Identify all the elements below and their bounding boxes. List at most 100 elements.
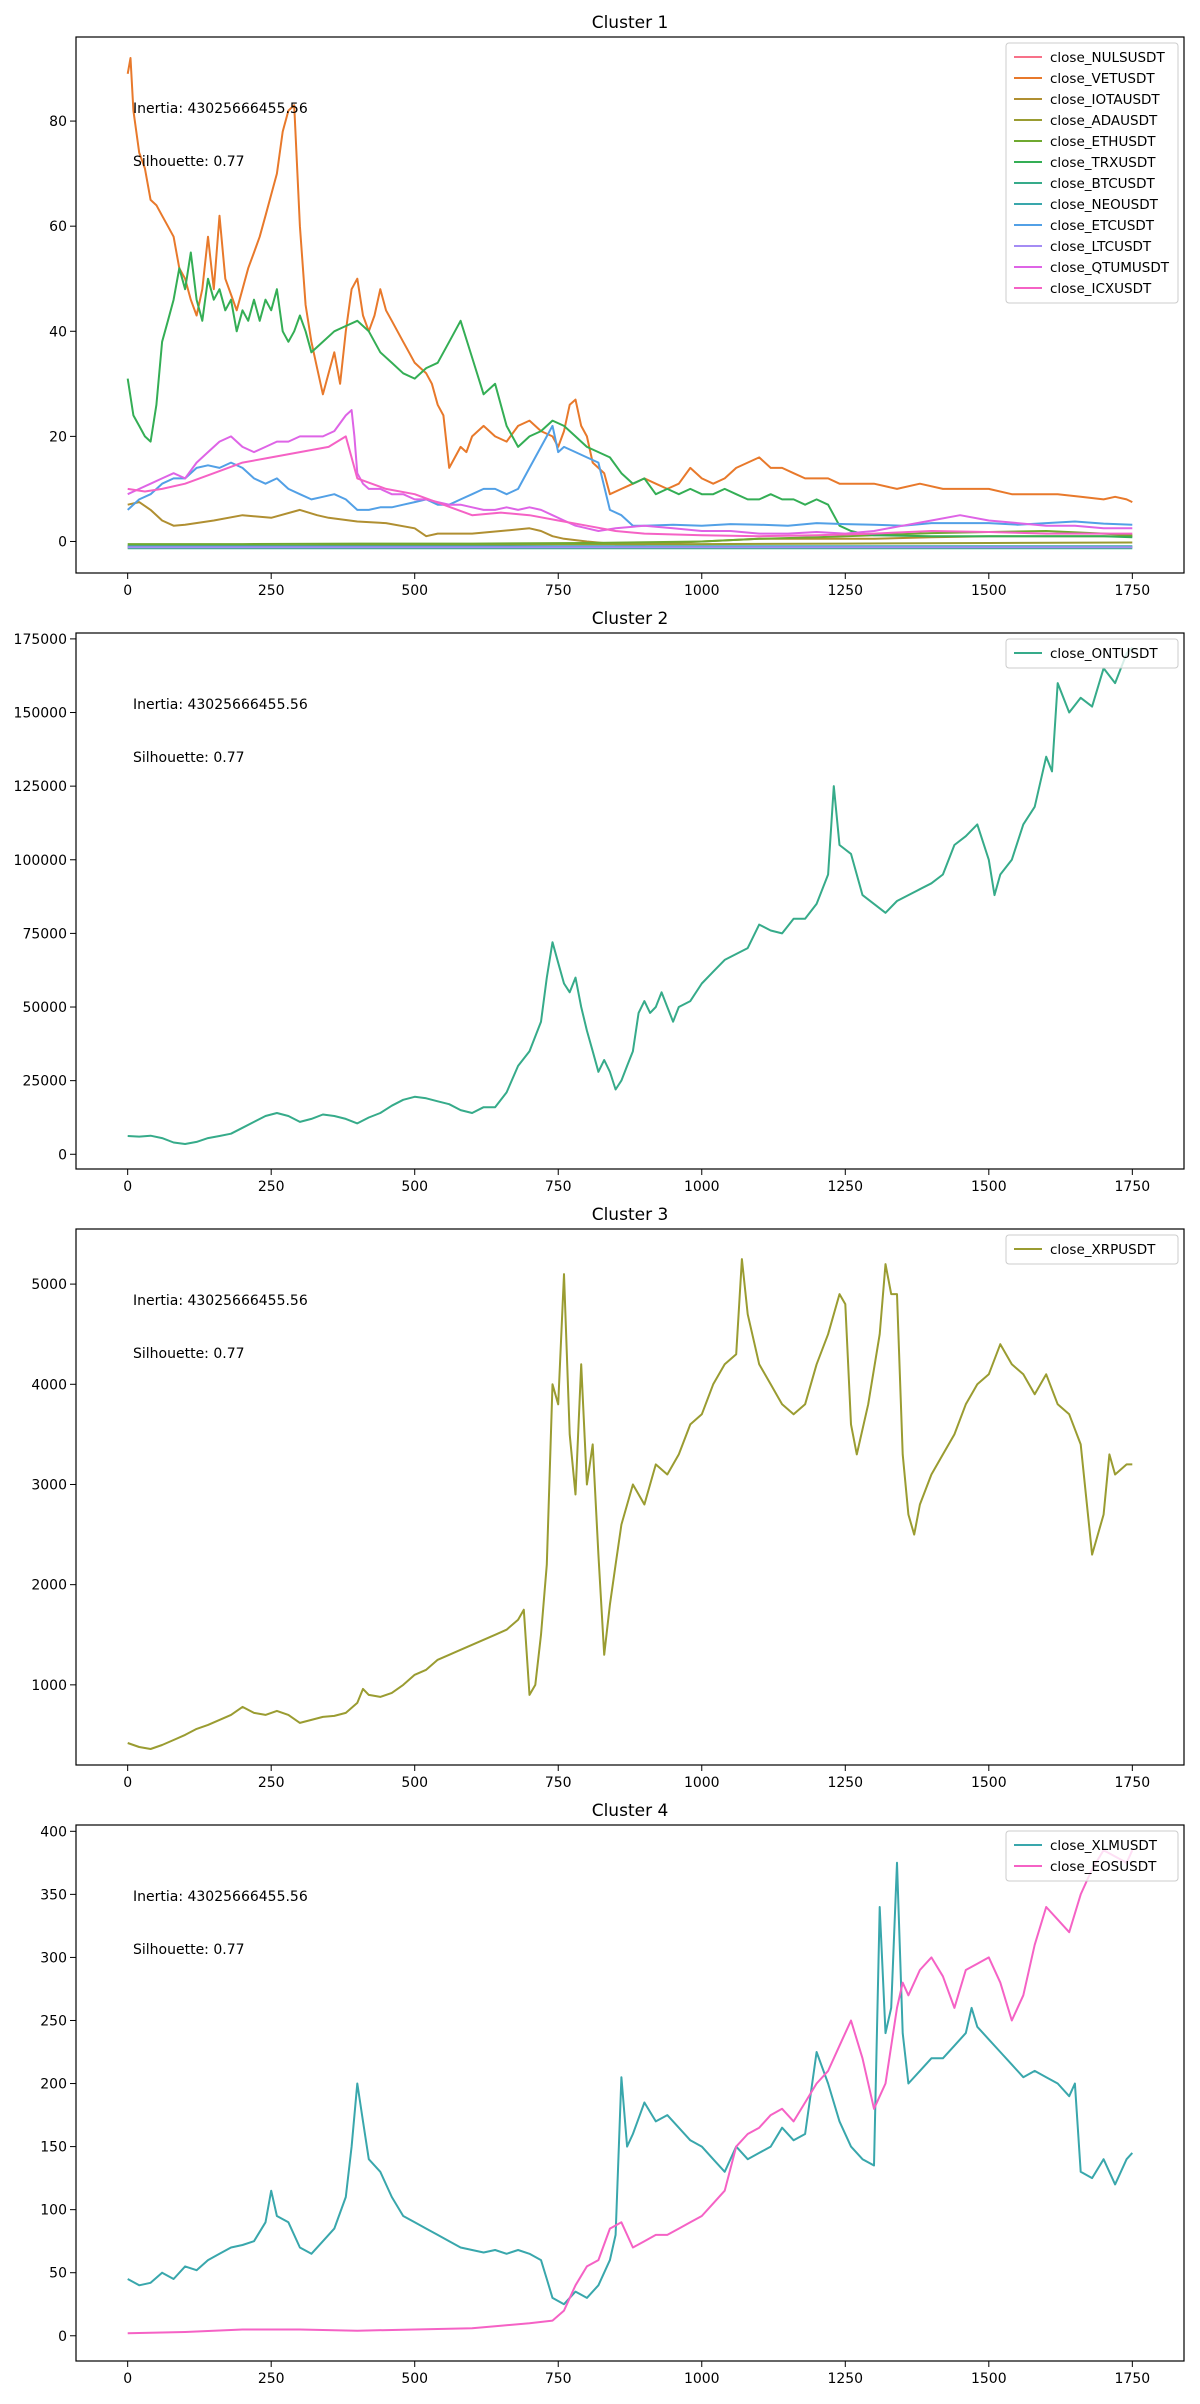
y-tick-label: 2000 — [31, 1578, 67, 1594]
annotation-text: Inertia: 43025666455.56 — [133, 101, 308, 117]
legend: close_XLMUSDT close_EOSUSDT — [1005, 1830, 1179, 1882]
x-tick-label: 750 — [545, 2371, 572, 2387]
annotation-text: Silhouette: 0.77 — [133, 1942, 245, 1958]
x-tick-label: 1750 — [1115, 583, 1151, 599]
legend-label: close_ONTUSDT — [1050, 646, 1158, 662]
legend-label: close_QTUMUSDT — [1050, 260, 1170, 276]
y-tick-label: 250 — [40, 2013, 67, 2029]
annotation-text: Inertia: 43025666455.56 — [133, 1293, 308, 1309]
annotation-text: Inertia: 43025666455.56 — [133, 697, 308, 713]
series-line-close_ETHUSDT — [127, 530, 1133, 546]
y-tick-label: 400 — [40, 1824, 67, 1840]
y-tick-label: 125000 — [14, 779, 67, 795]
y-tick-label: 20 — [49, 429, 67, 445]
x-tick-label: 1750 — [1115, 1775, 1151, 1791]
y-tick-label: 150000 — [14, 706, 67, 722]
x-tick-label: 0 — [123, 583, 132, 599]
y-tick-label: 50000 — [22, 1000, 67, 1016]
legend-label: close_XRPUSDT — [1050, 1242, 1156, 1258]
x-tick-label: 1250 — [827, 1179, 863, 1195]
annotation-text: Inertia: 43025666455.56 — [133, 1889, 308, 1905]
annotation-text: Silhouette: 0.77 — [133, 154, 245, 170]
x-tick-label: 1750 — [1115, 2371, 1151, 2387]
x-tick-label: 750 — [545, 1775, 572, 1791]
y-tick-label: 0 — [58, 2329, 67, 2345]
x-tick-label: 1500 — [971, 2371, 1007, 2387]
series-line-close_XLMUSDT — [127, 1861, 1134, 2306]
legend-label: close_VETUSDT — [1050, 71, 1155, 87]
y-tick-label: 100 — [40, 2203, 67, 2219]
x-tick-label: 1500 — [971, 1179, 1007, 1195]
x-tick-label: 750 — [545, 583, 572, 599]
x-tick-label: 0 — [123, 2371, 132, 2387]
series-line-close_ONTUSDT — [127, 647, 1134, 1145]
series-line-close_ICXUSDT — [127, 435, 1133, 538]
legend-label: close_ETHUSDT — [1050, 134, 1156, 150]
panel-3: Cluster 3 0 250 500 750 1000 1250 1500 1750 1000 2… — [31, 1205, 1185, 1791]
panel-2: Cluster 2 0 250 500 750 1000 1250 1500 1750 0 2500… — [14, 609, 1185, 1195]
x-tick-label: 1500 — [971, 1775, 1007, 1791]
legend-label: close_TRXUSDT — [1050, 155, 1156, 171]
x-tick-label: 1500 — [971, 583, 1007, 599]
legend: close_NULSUSDT close_VETUSDT close_IOTAUSD… — [1005, 42, 1179, 304]
series-line-close_ETCUSDT — [127, 424, 1133, 527]
x-tick-label: 1000 — [684, 2371, 720, 2387]
x-tick-label: 750 — [545, 1179, 572, 1195]
axes-frame — [75, 632, 1185, 1170]
legend-box — [1005, 638, 1179, 669]
y-tick-label: 60 — [49, 219, 67, 235]
legend-label: close_LTCUSDT — [1050, 239, 1152, 255]
x-tick-label: 250 — [258, 583, 285, 599]
y-tick-label: 80 — [49, 114, 67, 130]
x-tick-label: 1750 — [1115, 1179, 1151, 1195]
panel-title: Cluster 3 — [592, 1205, 669, 1225]
series-line-close_EOSUSDT — [127, 1849, 1134, 2335]
legend-box — [1005, 1234, 1179, 1265]
x-tick-label: 1000 — [684, 1775, 720, 1791]
legend-label: close_ETCUSDT — [1050, 218, 1155, 234]
legend-label: close_XLMUSDT — [1050, 1838, 1158, 1854]
x-tick-label: 250 — [258, 1179, 285, 1195]
panel-title: Cluster 2 — [592, 609, 669, 629]
legend: close_ONTUSDT — [1005, 638, 1179, 669]
legend-label: close_EOSUSDT — [1050, 1859, 1157, 1875]
x-tick-label: 1000 — [684, 583, 720, 599]
y-tick-label: 350 — [40, 1887, 67, 1903]
x-tick-label: 500 — [401, 1179, 428, 1195]
series-line-close_IOTAUSDT — [127, 501, 1133, 546]
y-tick-label: 0 — [58, 534, 67, 550]
legend-box — [1005, 1830, 1179, 1882]
y-tick-label: 4000 — [31, 1377, 67, 1393]
y-tick-label: 75000 — [22, 926, 67, 942]
y-tick-label: 40 — [49, 324, 67, 340]
legend-box — [1005, 42, 1179, 304]
x-tick-label: 1250 — [827, 2371, 863, 2387]
x-tick-label: 0 — [123, 1179, 132, 1195]
legend-label: close_IOTAUSDT — [1050, 92, 1160, 108]
x-tick-label: 500 — [401, 1775, 428, 1791]
panel-4: Cluster 4 0 250 500 750 1000 1250 1500 1750 0 50 10… — [40, 1801, 1185, 2387]
axes-frame — [75, 36, 1185, 574]
series-line-close_VETUSDT — [126, 57, 1133, 504]
y-tick-label: 50 — [49, 2266, 67, 2282]
annotation-text: Silhouette: 0.77 — [133, 750, 245, 766]
y-tick-label: 175000 — [14, 632, 67, 648]
legend-label: close_NEOUSDT — [1050, 197, 1159, 213]
legend-label: close_ADAUSDT — [1050, 113, 1158, 129]
x-tick-label: 1250 — [827, 1775, 863, 1791]
y-tick-label: 100000 — [14, 853, 67, 869]
axes-frame — [75, 1824, 1185, 2362]
y-tick-label: 25000 — [22, 1074, 67, 1090]
axes-frame — [75, 1228, 1185, 1766]
y-tick-label: 200 — [40, 2077, 67, 2093]
y-tick-label: 0 — [58, 1147, 67, 1163]
x-tick-label: 500 — [401, 583, 428, 599]
legend-label: close_ICXUSDT — [1050, 281, 1152, 297]
series-line-close_TRXUSDT — [126, 251, 1133, 539]
annotation-text: Silhouette: 0.77 — [133, 1346, 245, 1362]
panel-title: Cluster 4 — [592, 1801, 669, 1821]
y-tick-label: 150 — [40, 2140, 67, 2156]
legend-label: close_BTCUSDT — [1050, 176, 1156, 192]
